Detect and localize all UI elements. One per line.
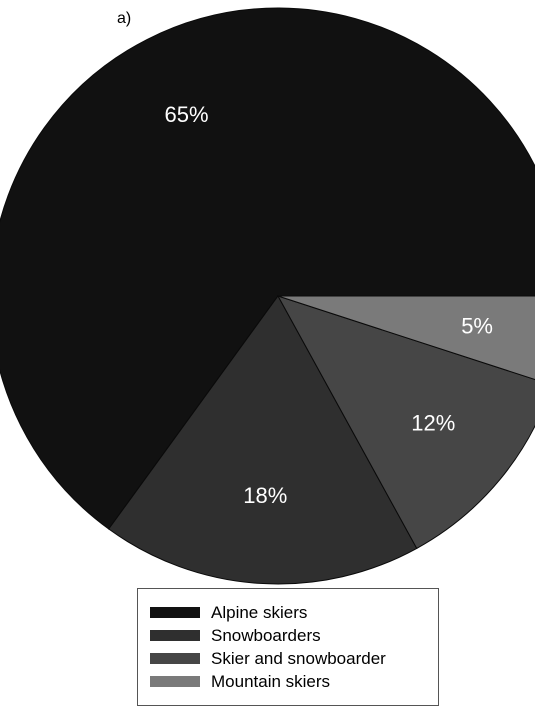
legend-swatch-alpine-skiers: [150, 607, 200, 618]
slice-label-alpine-skiers: 65%: [164, 102, 208, 127]
pie-slice-snowboarders: [108, 295, 418, 585]
pie-labels: 65% 18% 12% 5%: [164, 102, 493, 508]
pie-slice-mountain-skiers: [277, 295, 535, 381]
legend-label-alpine-skiers: Alpine skiers: [211, 602, 308, 622]
legend-item-mountain-skiers: Mountain skiers: [150, 670, 438, 693]
legend-label-snowboarders: Snowboarders: [211, 625, 321, 645]
legend-label-skier-and-snowboarder: Skier and snowboarder: [211, 648, 386, 668]
legend-item-alpine-skiers: Alpine skiers: [150, 601, 438, 624]
slice-label-mountain-skiers: 5%: [461, 313, 493, 338]
legend-item-skier-and-snowboarder: Skier and snowboarder: [150, 647, 438, 670]
pie-slices: [0, 7, 535, 585]
legend-swatch-snowboarders: [150, 630, 200, 641]
slice-label-skier-and-snowboarder: 12%: [411, 410, 455, 435]
legend-label-mountain-skiers: Mountain skiers: [211, 671, 331, 691]
legend-swatch-skier-and-snowboarder: [150, 653, 200, 664]
legend-swatch-mountain-skiers: [150, 676, 200, 687]
pie-slice-alpine-skiers: [0, 7, 535, 530]
legend: Alpine skiers Snowboarders Skier and sno…: [137, 588, 439, 706]
slice-label-snowboarders: 18%: [243, 483, 287, 508]
legend-item-snowboarders: Snowboarders: [150, 624, 438, 647]
panel-label: a): [117, 10, 132, 27]
